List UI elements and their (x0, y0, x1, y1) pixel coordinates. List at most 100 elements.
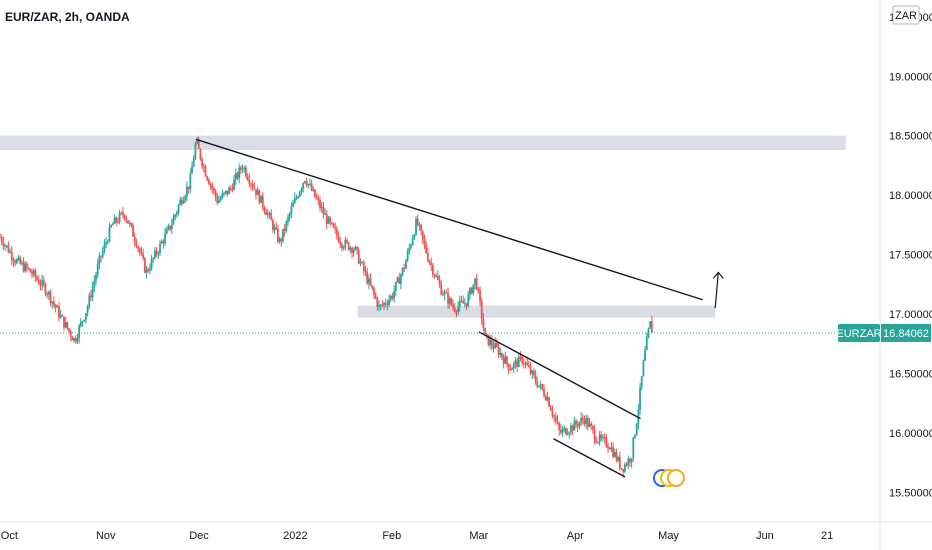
candle-body (359, 262, 362, 264)
candle-body (241, 168, 244, 170)
candle-body (282, 228, 284, 242)
candle-body (103, 243, 106, 251)
candle-body (41, 280, 44, 286)
candle-body (123, 215, 126, 219)
candle-body (607, 446, 609, 449)
candle-body (415, 218, 417, 235)
candle-body (423, 238, 426, 244)
candle-body (91, 286, 94, 298)
candle-body (642, 360, 645, 377)
candle-body (585, 417, 588, 424)
candle-body (600, 434, 603, 439)
candle-body (384, 302, 387, 305)
candle-body (17, 257, 20, 260)
candle-body (120, 212, 123, 214)
candle-body (9, 251, 12, 253)
candle-body (152, 257, 155, 259)
candle-body (568, 432, 571, 434)
candle-body (159, 243, 161, 254)
candle-body (421, 230, 424, 239)
x-tick-label: Apr (567, 530, 584, 542)
candle-body (445, 292, 448, 294)
candle-body (162, 241, 165, 244)
candle-body (563, 427, 566, 430)
candle-body (29, 268, 32, 273)
candle-body (192, 158, 195, 167)
candle-body (56, 306, 59, 308)
x-tick-label: Oct (1, 530, 18, 542)
candle-body (155, 250, 158, 255)
candle-body (396, 277, 399, 282)
candle-body (598, 434, 601, 443)
candle-body (31, 272, 33, 275)
candle-body (132, 225, 134, 237)
x-tick-label: Jun (756, 530, 774, 542)
candle-body (223, 192, 225, 194)
candle-body (47, 291, 50, 295)
candle-body (352, 249, 355, 253)
candle-body (549, 406, 552, 411)
candle-body (357, 249, 360, 264)
candle-body (526, 362, 529, 366)
candle-body (263, 206, 266, 212)
candle-body (172, 217, 175, 225)
candle-body (489, 339, 492, 346)
candle-body (521, 356, 524, 364)
y-tick-label: 17.50000 (889, 250, 932, 262)
candle-body (403, 267, 406, 269)
candle-body (175, 212, 178, 215)
candle-body (315, 197, 318, 199)
candle-body (544, 395, 547, 401)
candle-body (420, 224, 422, 231)
candle-body (174, 214, 177, 218)
candle-body (111, 223, 114, 226)
candles-layer (0, 136, 653, 478)
candle-body (275, 227, 278, 230)
candle-body (413, 234, 416, 239)
candle-body (605, 437, 608, 447)
candle-body (221, 193, 224, 199)
price-zone (0, 135, 846, 150)
candle-body (39, 283, 42, 286)
candle-body (234, 173, 237, 180)
candle-body (485, 334, 488, 336)
candle-body (356, 246, 358, 250)
candle-body (373, 288, 375, 295)
candle-body (76, 338, 79, 342)
candle-body (61, 315, 64, 317)
candle-body (524, 362, 527, 365)
candle-body (551, 410, 554, 416)
candle-body (5, 245, 8, 247)
candle-body (15, 259, 18, 264)
candle-body (379, 304, 382, 306)
candle-body (586, 417, 589, 427)
candle-body (640, 376, 643, 388)
candle-body (425, 243, 428, 253)
candle-body (145, 269, 148, 273)
candle-body (164, 233, 166, 244)
x-tick-label: Mar (469, 530, 488, 542)
candle-body (110, 225, 113, 227)
candle-body (386, 304, 389, 306)
candle-body (431, 265, 434, 275)
candle-body (514, 360, 517, 364)
candle-body (54, 304, 57, 308)
candle-body (142, 253, 145, 259)
candle-body (487, 334, 490, 346)
candle-body (253, 187, 256, 190)
candle-body (128, 223, 131, 225)
candle-body (302, 182, 305, 189)
candle-body (364, 270, 367, 273)
candle-body (650, 321, 653, 333)
candle-body (632, 437, 635, 459)
candle-body (517, 356, 520, 367)
candle-body (361, 262, 364, 264)
candle-body (138, 248, 141, 253)
candle-body (170, 224, 173, 230)
candle-body (347, 242, 350, 250)
candle-body (467, 294, 470, 307)
candle-body (74, 337, 77, 342)
candle-body (522, 363, 525, 365)
candle-body (81, 321, 84, 323)
